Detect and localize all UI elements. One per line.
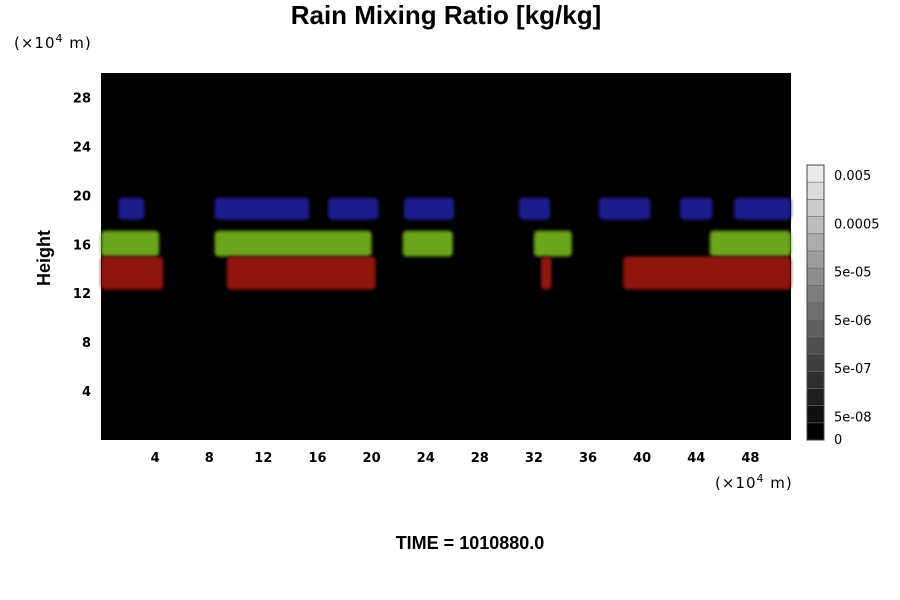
colorbar-swatch <box>806 422 825 441</box>
band-red-segment <box>101 256 164 290</box>
colorbar-label: 5e-07 <box>834 362 872 377</box>
y-tick-label: 8 <box>82 336 91 351</box>
x-tick-label: 24 <box>417 451 435 466</box>
rain-bands <box>101 197 791 290</box>
colorbar-swatch <box>806 302 825 320</box>
colorbar-label: 0 <box>834 433 842 448</box>
x-tick-label: 8 <box>205 451 214 466</box>
x-tick-label: 4 <box>151 451 160 466</box>
band-blue-segment <box>404 197 455 220</box>
colorbar-labels: 0.005 0.0005 5e-05 5e-06 5e-07 5e-08 0 <box>834 169 880 448</box>
colorbar-swatch <box>806 199 825 217</box>
band-green-segment <box>101 230 160 257</box>
x-tick-label: 32 <box>525 451 543 466</box>
band-green-segment <box>214 230 372 257</box>
x-tick-label: 44 <box>687 451 705 466</box>
band-blue-segment <box>328 197 379 220</box>
y-tick-label: 24 <box>73 140 91 155</box>
y-axis-label: Height <box>34 230 54 286</box>
colorbar <box>806 164 825 441</box>
time-label: TIME = 1010880.0 <box>396 533 545 553</box>
x-tick-label: 16 <box>308 451 326 466</box>
colorbar-swatch <box>806 388 825 406</box>
band-blue-segment <box>734 197 791 220</box>
band-green-segment <box>402 230 453 257</box>
x-unit-label: (×104 m) <box>715 472 793 492</box>
band-blue-segment <box>214 197 310 220</box>
colorbar-label: 0.005 <box>834 169 871 184</box>
x-tick-label: 48 <box>741 451 759 466</box>
band-red-segment <box>540 256 552 290</box>
colorbar-frame <box>806 164 825 441</box>
x-tick-label: 40 <box>633 451 651 466</box>
colorbar-swatch <box>806 216 825 235</box>
colorbar-label: 0.0005 <box>834 217 880 232</box>
y-tick-label: 12 <box>73 287 91 302</box>
y-tick-label: 20 <box>73 189 91 204</box>
band-red-segment <box>226 256 376 290</box>
colorbar-swatch <box>806 370 825 389</box>
colorbar-swatch <box>806 267 825 286</box>
x-tick-label: 20 <box>363 451 381 466</box>
colorbar-swatch <box>806 164 825 183</box>
chart-title: Rain Mixing Ratio [kg/kg] <box>291 0 602 30</box>
y-unit-label: (×104 m) <box>14 32 92 52</box>
colorbar-label: 5e-06 <box>834 314 872 329</box>
colorbar-swatch <box>806 233 825 252</box>
colorbar-label: 5e-08 <box>834 410 872 425</box>
colorbar-swatch <box>806 336 825 355</box>
band-green-segment <box>533 230 572 257</box>
colorbar-swatch <box>806 285 825 303</box>
colorbar-swatch <box>806 250 825 269</box>
y-tick-label: 4 <box>82 385 91 400</box>
y-tick-labels: 4 8 12 16 20 24 28 <box>73 91 91 400</box>
band-blue-segment <box>519 197 551 220</box>
band-blue-segment <box>118 197 145 220</box>
band-blue-segment <box>680 197 713 220</box>
band-green-segment <box>709 230 791 257</box>
colorbar-swatch <box>806 405 825 424</box>
y-tick-label: 28 <box>73 91 91 106</box>
colorbar-swatch <box>806 353 825 372</box>
band-red-segment <box>623 256 791 290</box>
x-tick-labels: 4 8 12 16 20 24 28 32 36 40 44 48 <box>151 451 760 466</box>
x-tick-label: 36 <box>579 451 597 466</box>
band-blue-segment <box>598 197 651 220</box>
colorbar-label: 5e-05 <box>834 266 872 281</box>
x-tick-label: 28 <box>471 451 489 466</box>
y-tick-label: 16 <box>73 238 91 253</box>
colorbar-swatch <box>806 181 825 200</box>
x-tick-label: 12 <box>254 451 272 466</box>
colorbar-swatch <box>806 319 825 338</box>
